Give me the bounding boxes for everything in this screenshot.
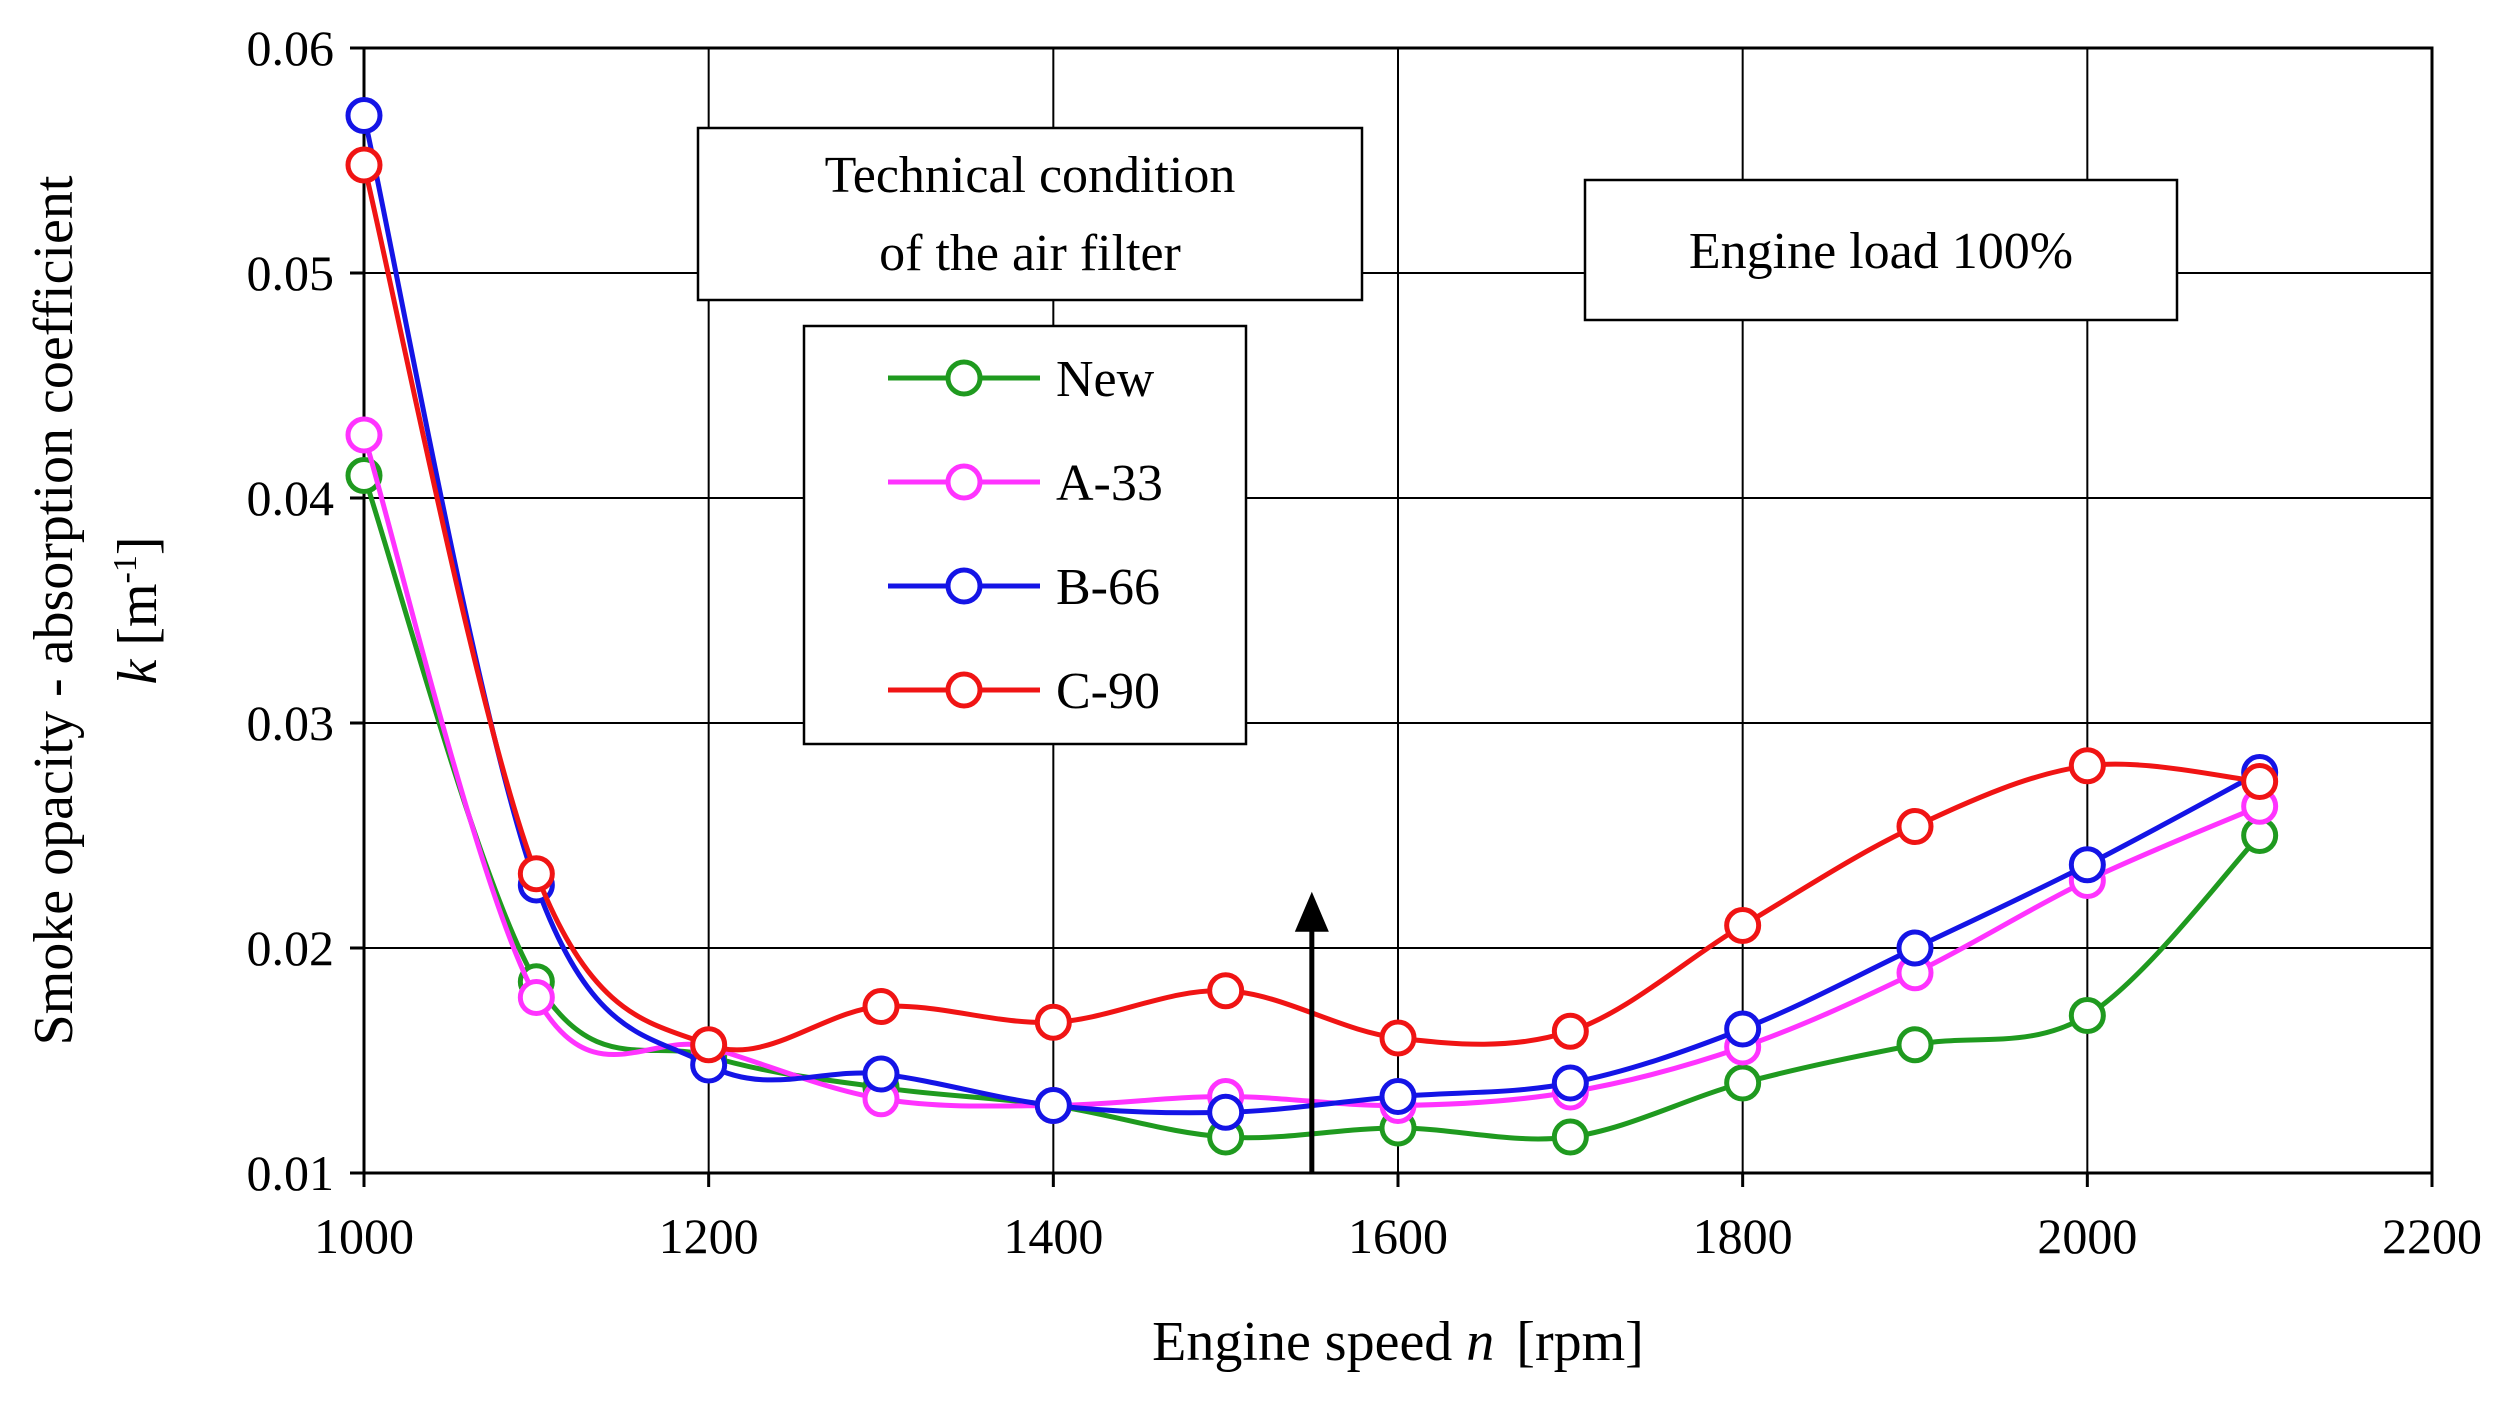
x-axis-title: Engine speed n [rpm]	[1152, 1311, 1644, 1373]
data-point	[1379, 1019, 1417, 1057]
legend-label: C-90	[1056, 663, 1160, 720]
data-point	[1724, 1010, 1762, 1048]
legend-swatch-marker	[945, 463, 983, 501]
y-tick-label: 0.03	[247, 695, 335, 751]
x-tick-label: 1200	[659, 1208, 759, 1264]
y-tick-label: 0.01	[247, 1145, 335, 1201]
x-tick-label: 1800	[1693, 1208, 1793, 1264]
data-point	[1207, 972, 1245, 1010]
data-point	[1207, 1093, 1245, 1131]
y-tick-label: 0.06	[247, 20, 335, 76]
data-point	[345, 97, 383, 134]
y-axis-title: Smoke opacity - absorption coefficient k…	[23, 175, 169, 1045]
data-point	[345, 416, 383, 454]
data-point	[2241, 763, 2279, 800]
data-point	[517, 855, 555, 893]
data-point	[1034, 1087, 1072, 1124]
data-point	[2068, 846, 2106, 884]
y-axis-title-line1: Smoke opacity - absorption coefficient	[23, 175, 85, 1045]
data-point	[2068, 997, 2106, 1034]
data-point	[2068, 747, 2106, 785]
engine-load-box	[1583, 178, 2179, 322]
clogging-arrow-head	[1294, 891, 1329, 932]
series	[345, 97, 2279, 1156]
annotations: Technical condition of the air filter En…	[696, 126, 2179, 1173]
x-tick-label: 2200	[2382, 1208, 2482, 1264]
x-tick-label: 2000	[2037, 1208, 2137, 1264]
data-point	[1896, 808, 1934, 845]
x-tick-label: 1600	[1348, 1208, 1448, 1264]
data-point	[1724, 1064, 1762, 1102]
legend-swatch-marker	[945, 671, 983, 709]
legend-swatch-marker	[945, 567, 983, 605]
series-c-90	[345, 146, 2279, 1064]
condition-box	[696, 126, 1364, 302]
data-point	[517, 979, 555, 1016]
data-point	[862, 988, 900, 1025]
axis-ticks: 1000 1200 1400 1600 1800 2000 2200 0.01 0.02 0.03…	[247, 20, 2483, 1264]
legend-item-c-90: C-90	[888, 663, 1160, 720]
data-point	[1551, 1064, 1589, 1102]
data-point	[1551, 1012, 1589, 1050]
data-point	[862, 1055, 900, 1093]
y-tick-label: 0.05	[247, 245, 335, 301]
y-axis-title-line2: k[m-1]	[107, 536, 169, 684]
x-tick-label: 1400	[1003, 1208, 1103, 1264]
x-tick-label: 1000	[314, 1208, 414, 1264]
data-point	[1034, 1003, 1072, 1041]
data-point	[345, 146, 383, 184]
data-point	[1551, 1118, 1589, 1156]
legend-label: A-33	[1056, 455, 1163, 512]
legend-box	[802, 324, 1248, 746]
condition-box-line2: of the air filter	[879, 225, 1181, 282]
legend-item-a-33: A-33	[888, 455, 1163, 512]
engine-load-label: Engine load 100%	[1689, 223, 2073, 280]
legend-label: New	[1056, 351, 1155, 408]
data-point	[690, 1026, 728, 1064]
data-point	[1896, 929, 1934, 967]
data-point	[1896, 1026, 1934, 1064]
legend-item-new: New	[888, 351, 1155, 408]
data-point	[1379, 1078, 1417, 1115]
legend-swatch-marker	[945, 359, 983, 397]
y-tick-label: 0.04	[247, 470, 335, 526]
y-tick-label: 0.02	[247, 920, 335, 976]
condition-box-line1: Technical condition	[825, 147, 1236, 204]
data-point	[1724, 907, 1762, 944]
legend: New A-33 B-66 C-90	[802, 324, 1248, 746]
legend-label: B-66	[1056, 559, 1160, 616]
legend-item-b-66: B-66	[888, 559, 1160, 616]
